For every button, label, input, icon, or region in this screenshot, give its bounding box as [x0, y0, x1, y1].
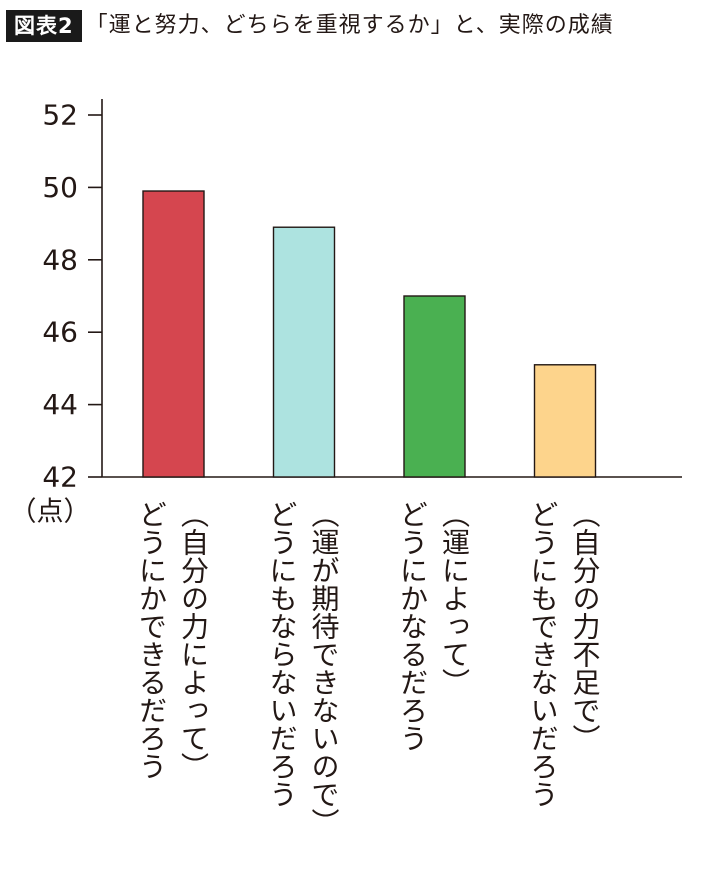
bar-1: [142, 190, 205, 478]
chart-bars: [142, 190, 597, 478]
y-tick-label: 44: [42, 388, 78, 421]
category-label-3-line-2: どうにかなるだろう: [396, 500, 429, 752]
figure-number-tag: 図表2: [6, 10, 82, 42]
bar-4: [533, 364, 597, 478]
category-label-1-line-1: （自分の力によって）: [177, 500, 210, 780]
y-tick-label: 52: [42, 99, 78, 132]
category-label-4-line-1: （自分の力不足で）: [569, 500, 602, 752]
figure-header: 図表2 「運と努力、どちらを重視するか」と、実際の成績: [6, 10, 614, 42]
bar-3: [403, 295, 466, 478]
chart-category-labels: （自分の力によって） どうにかできるだろう （運が期待できないので） どうにもならない…: [135, 500, 602, 836]
y-tick-label: 48: [42, 243, 78, 276]
category-label-2-line-2: どうにもならないだろう: [266, 500, 299, 808]
category-label-3-line-1: （運によって）: [438, 500, 471, 696]
category-label-2-line-1: （運が期待できないので）: [308, 500, 341, 836]
y-tick-label: 46: [42, 316, 78, 349]
y-tick-label: 50: [42, 171, 78, 204]
y-tick-label: 42: [42, 461, 78, 494]
category-label-1-line-2: どうにかできるだろう: [135, 500, 168, 780]
category-label-4-line-2: どうにもできないだろう: [527, 500, 560, 808]
y-axis-unit-label: （点）: [10, 497, 91, 528]
chart-title: 「運と努力、どちらを重視するか」と、実際の成績: [85, 13, 614, 38]
bar-2: [272, 226, 336, 478]
